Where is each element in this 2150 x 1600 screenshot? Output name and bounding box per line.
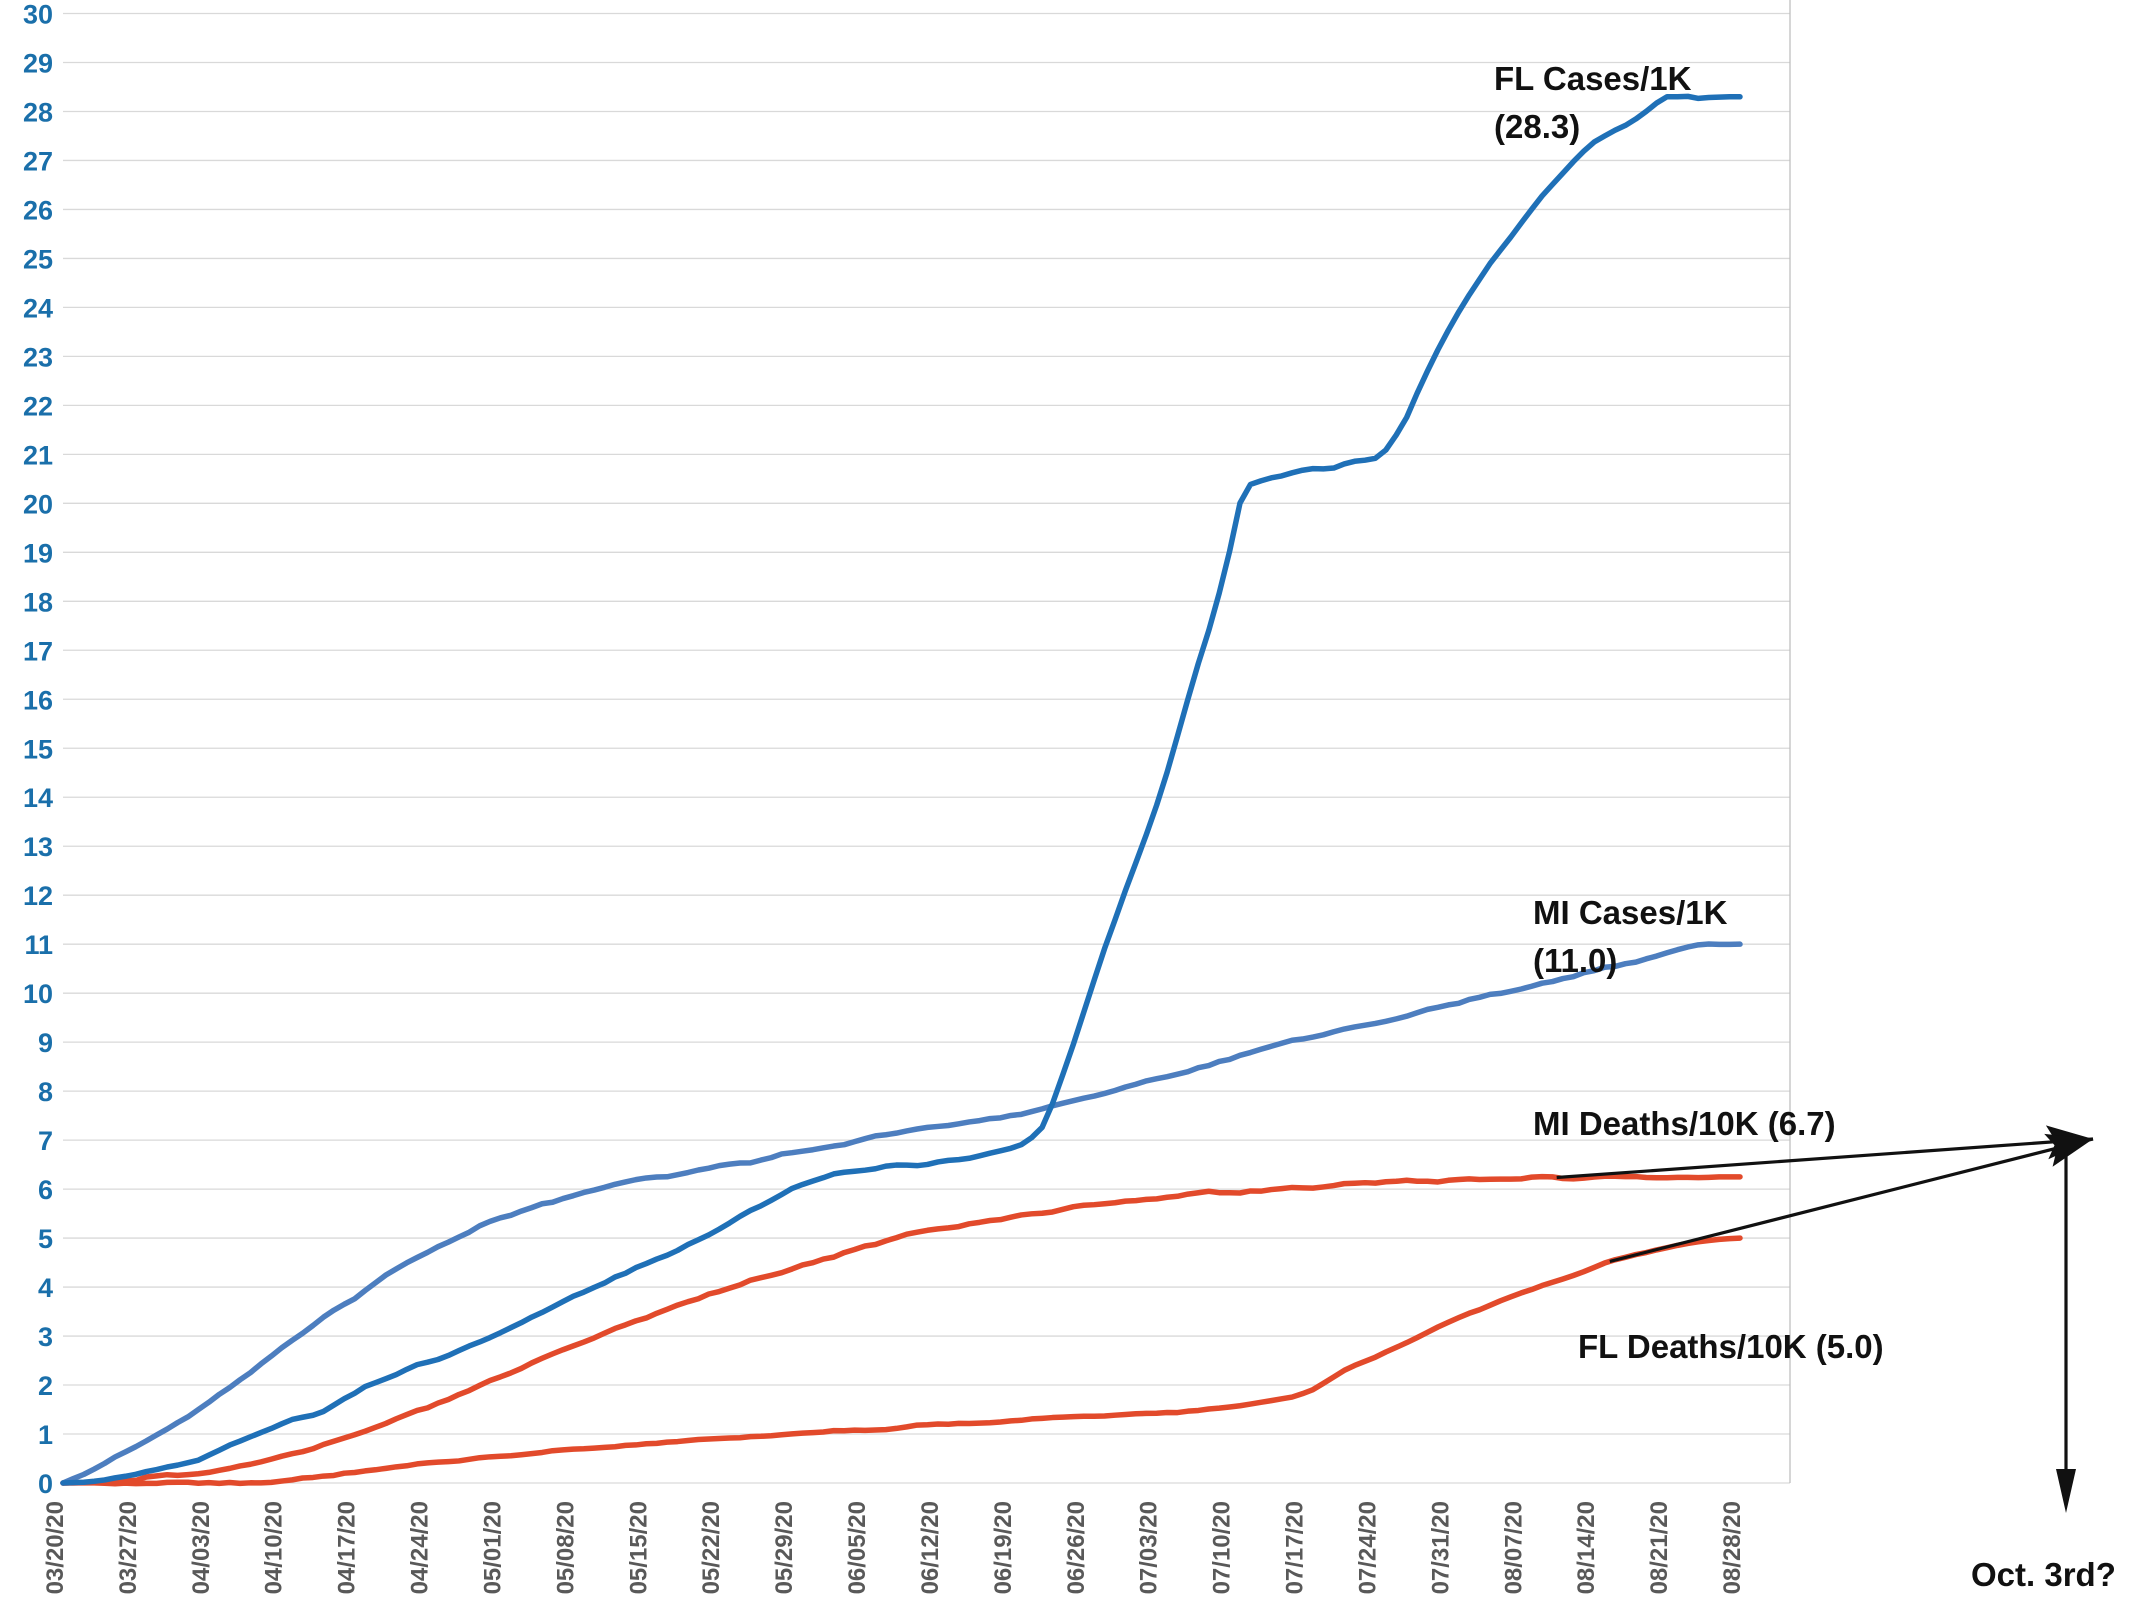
svg-text:4: 4 (38, 1273, 53, 1303)
svg-text:23: 23 (23, 342, 53, 372)
svg-text:08/28/20: 08/28/20 (1719, 1501, 1746, 1594)
svg-text:24: 24 (23, 293, 53, 323)
svg-text:06/19/20: 06/19/20 (990, 1501, 1017, 1594)
svg-text:05/01/20: 05/01/20 (479, 1501, 506, 1594)
svg-text:FL Deaths/10K (5.0): FL Deaths/10K (5.0) (1578, 1328, 1884, 1365)
svg-text:28: 28 (23, 97, 53, 127)
svg-text:07/10/20: 07/10/20 (1209, 1501, 1236, 1594)
svg-text:05/22/20: 05/22/20 (698, 1501, 725, 1594)
svg-text:2: 2 (38, 1371, 53, 1401)
svg-text:05/08/20: 05/08/20 (552, 1501, 579, 1594)
svg-text:20: 20 (23, 489, 53, 519)
svg-text:(28.3): (28.3) (1494, 108, 1580, 145)
svg-text:04/24/20: 04/24/20 (407, 1501, 434, 1594)
svg-text:06/05/20: 06/05/20 (844, 1501, 871, 1594)
svg-text:04/17/20: 04/17/20 (334, 1501, 361, 1594)
svg-text:1: 1 (38, 1420, 53, 1450)
svg-text:13: 13 (23, 832, 53, 862)
svg-text:Oct. 3rd?: Oct. 3rd? (1971, 1556, 2116, 1593)
svg-text:14: 14 (23, 783, 53, 813)
svg-text:0: 0 (38, 1469, 53, 1499)
svg-text:07/24/20: 07/24/20 (1354, 1501, 1381, 1594)
svg-text:03/20/20: 03/20/20 (42, 1501, 69, 1594)
svg-text:5: 5 (38, 1224, 53, 1254)
svg-text:05/15/20: 05/15/20 (625, 1501, 652, 1594)
svg-text:05/29/20: 05/29/20 (771, 1501, 798, 1594)
svg-text:9: 9 (38, 1028, 53, 1058)
svg-text:07/17/20: 07/17/20 (1282, 1501, 1309, 1594)
svg-text:29: 29 (23, 48, 53, 78)
svg-text:06/12/20: 06/12/20 (917, 1501, 944, 1594)
svg-text:MI Cases/1K: MI Cases/1K (1533, 894, 1728, 931)
svg-text:08/21/20: 08/21/20 (1646, 1501, 1673, 1594)
svg-text:04/03/20: 04/03/20 (188, 1501, 215, 1594)
svg-text:6: 6 (38, 1175, 53, 1205)
svg-text:11: 11 (24, 930, 53, 960)
svg-text:8: 8 (38, 1077, 53, 1107)
svg-text:FL Cases/1K: FL Cases/1K (1494, 60, 1692, 97)
svg-text:06/26/20: 06/26/20 (1063, 1501, 1090, 1594)
svg-text:08/14/20: 08/14/20 (1573, 1501, 1600, 1594)
svg-text:3: 3 (38, 1322, 53, 1352)
svg-text:7: 7 (38, 1126, 53, 1156)
svg-text:25: 25 (23, 244, 53, 274)
svg-text:22: 22 (23, 391, 53, 421)
svg-text:12: 12 (23, 881, 53, 911)
svg-text:19: 19 (23, 538, 53, 568)
svg-text:07/03/20: 07/03/20 (1136, 1501, 1163, 1594)
svg-text:17: 17 (23, 636, 53, 666)
svg-text:15: 15 (23, 734, 53, 764)
svg-text:03/27/20: 03/27/20 (115, 1501, 142, 1594)
svg-text:08/07/20: 08/07/20 (1500, 1501, 1527, 1594)
svg-text:10: 10 (23, 979, 53, 1009)
svg-text:30: 30 (23, 0, 53, 30)
svg-text:07/31/20: 07/31/20 (1427, 1501, 1454, 1594)
svg-text:27: 27 (23, 146, 53, 176)
svg-text:26: 26 (23, 195, 53, 225)
svg-text:21: 21 (23, 440, 53, 470)
svg-text:16: 16 (23, 685, 53, 715)
svg-text:04/10/20: 04/10/20 (261, 1501, 288, 1594)
svg-text:(11.0): (11.0) (1533, 942, 1617, 979)
svg-text:18: 18 (23, 587, 53, 617)
svg-text:MI Deaths/10K (6.7): MI Deaths/10K (6.7) (1533, 1105, 1836, 1142)
